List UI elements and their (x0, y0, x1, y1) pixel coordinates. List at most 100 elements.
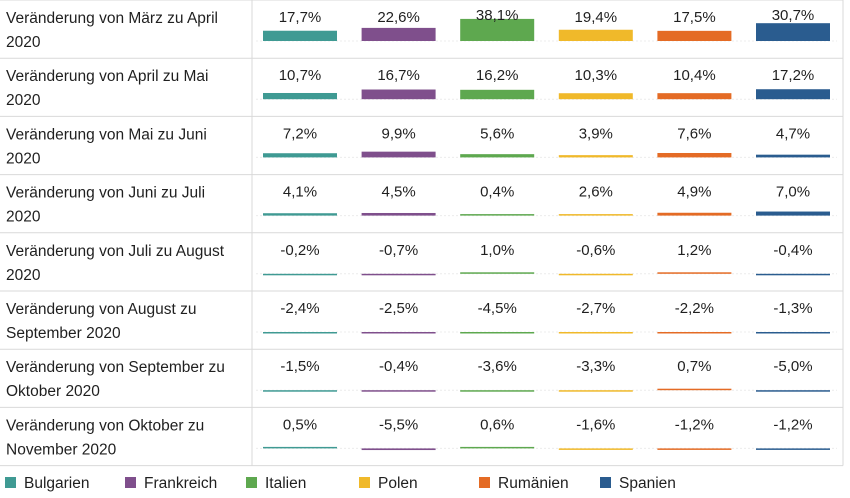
row-label-line2: November 2020 (6, 441, 117, 458)
row-label-line1: Veränderung von Juli zu August (6, 243, 225, 260)
bar-rumänien (657, 152, 732, 158)
bar-italien (460, 18, 535, 41)
bar-polen (558, 155, 633, 158)
value-label: -1,6% (576, 416, 615, 433)
bar-frankreich (361, 332, 436, 334)
bar-rumänien (657, 272, 732, 274)
bar-bulgarien (263, 273, 337, 276)
grid-lines (0, 0, 844, 467)
legend-label-polen: Polen (378, 475, 418, 492)
bar-spanien (756, 211, 830, 216)
value-label: 0,7% (677, 358, 711, 375)
value-label: -1,3% (773, 300, 812, 317)
legend-swatch-rumänien (479, 477, 490, 488)
value-label: 5,6% (480, 125, 514, 142)
bar-bulgarien (263, 30, 337, 41)
bar-spanien (756, 23, 830, 41)
value-label: 1,0% (480, 242, 514, 259)
bar-frankreich (361, 212, 436, 216)
row-label-line1: Veränderung von August zu (6, 301, 196, 318)
bar-rumänien (657, 30, 732, 41)
bar-rumänien (657, 93, 732, 100)
bar-spanien (756, 332, 830, 334)
bar-polen (558, 390, 633, 392)
legend-label-rumänien: Rumänien (498, 475, 569, 492)
row-label-line1: Veränderung von Oktober zu (6, 417, 204, 434)
legend-label-italien: Italien (265, 475, 306, 492)
bar-italien (460, 332, 535, 334)
row-label-line2: 2020 (6, 150, 41, 167)
value-label: 0,4% (480, 184, 514, 201)
value-label: 17,2% (772, 67, 815, 84)
bar-polen (558, 332, 633, 334)
value-label: 16,7% (377, 67, 420, 84)
value-label: 22,6% (377, 9, 420, 26)
bar-rumänien (657, 212, 732, 216)
row-label-line1: Veränderung von Juni zu Juli (6, 185, 205, 202)
labels: Veränderung von März zu April 2020 17,7% 22… (6, 7, 814, 458)
bar-italien (460, 214, 535, 216)
bar-frankreich (361, 390, 436, 392)
value-label: -0,4% (379, 358, 418, 375)
bar-spanien (756, 89, 830, 100)
legend-swatch-polen (359, 477, 370, 488)
value-label: 19,4% (575, 9, 618, 26)
legend-swatch-bulgarien (5, 477, 16, 488)
value-label: 0,6% (480, 416, 514, 433)
value-label: -3,3% (576, 358, 615, 375)
value-label: 17,7% (279, 9, 322, 26)
value-label: 7,2% (283, 125, 317, 142)
value-label: 4,9% (677, 184, 711, 201)
value-label: -1,5% (280, 358, 319, 375)
row-label-line1: Veränderung von März zu April (6, 10, 218, 27)
row-label-line2: 2020 (6, 209, 41, 226)
bars (263, 18, 830, 451)
bar-frankreich (361, 151, 436, 158)
bar-spanien (756, 154, 830, 158)
row-label-line2: 2020 (6, 92, 41, 109)
value-label: 4,5% (381, 184, 415, 201)
bar-italien (460, 89, 535, 100)
row-label-line2: 2020 (6, 34, 41, 51)
value-label: -2,4% (280, 300, 319, 317)
value-label: -0,7% (379, 242, 418, 259)
legend-swatch-italien (246, 477, 257, 488)
bar-frankreich (361, 273, 436, 276)
value-label: 2,6% (579, 184, 613, 201)
legend: Bulgarien Frankreich Italien Polen Rumänien S… (5, 475, 676, 492)
legend-swatch-spanien (600, 477, 611, 488)
value-label: 10,3% (575, 67, 618, 84)
value-label: 10,4% (673, 67, 716, 84)
legend-label-frankreich: Frankreich (144, 475, 217, 492)
value-label: 9,9% (381, 125, 415, 142)
value-label: 16,2% (476, 67, 519, 84)
value-label: 4,1% (283, 184, 317, 201)
row-label-line1: Veränderung von April zu Mai (6, 68, 208, 85)
bar-frankreich (361, 89, 436, 100)
bar-polen (558, 93, 633, 100)
value-label: 17,5% (673, 9, 716, 26)
value-label: -1,2% (773, 416, 812, 433)
value-label: 10,7% (279, 67, 322, 84)
bar-frankreich (361, 448, 436, 451)
bar-bulgarien (263, 153, 337, 158)
bar-italien (460, 446, 535, 449)
legend-label-bulgarien: Bulgarien (24, 475, 90, 492)
bar-frankreich (361, 27, 436, 41)
value-label: 3,9% (579, 125, 613, 142)
bar-polen (558, 214, 633, 216)
bar-bulgarien (263, 446, 337, 449)
value-label: -2,7% (576, 300, 615, 317)
bar-spanien (756, 273, 830, 276)
row-label-line2: Oktober 2020 (6, 383, 100, 400)
value-label: 0,5% (283, 416, 317, 433)
value-label: -1,2% (675, 416, 714, 433)
value-label: -4,5% (478, 300, 517, 317)
bar-rumänien (657, 448, 732, 450)
value-label: -2,5% (379, 300, 418, 317)
legend-swatch-frankreich (125, 477, 136, 488)
row-label-line2: 2020 (6, 267, 41, 284)
bar-bulgarien (263, 213, 337, 216)
value-label: -2,2% (675, 300, 714, 317)
bar-italien (460, 390, 535, 392)
